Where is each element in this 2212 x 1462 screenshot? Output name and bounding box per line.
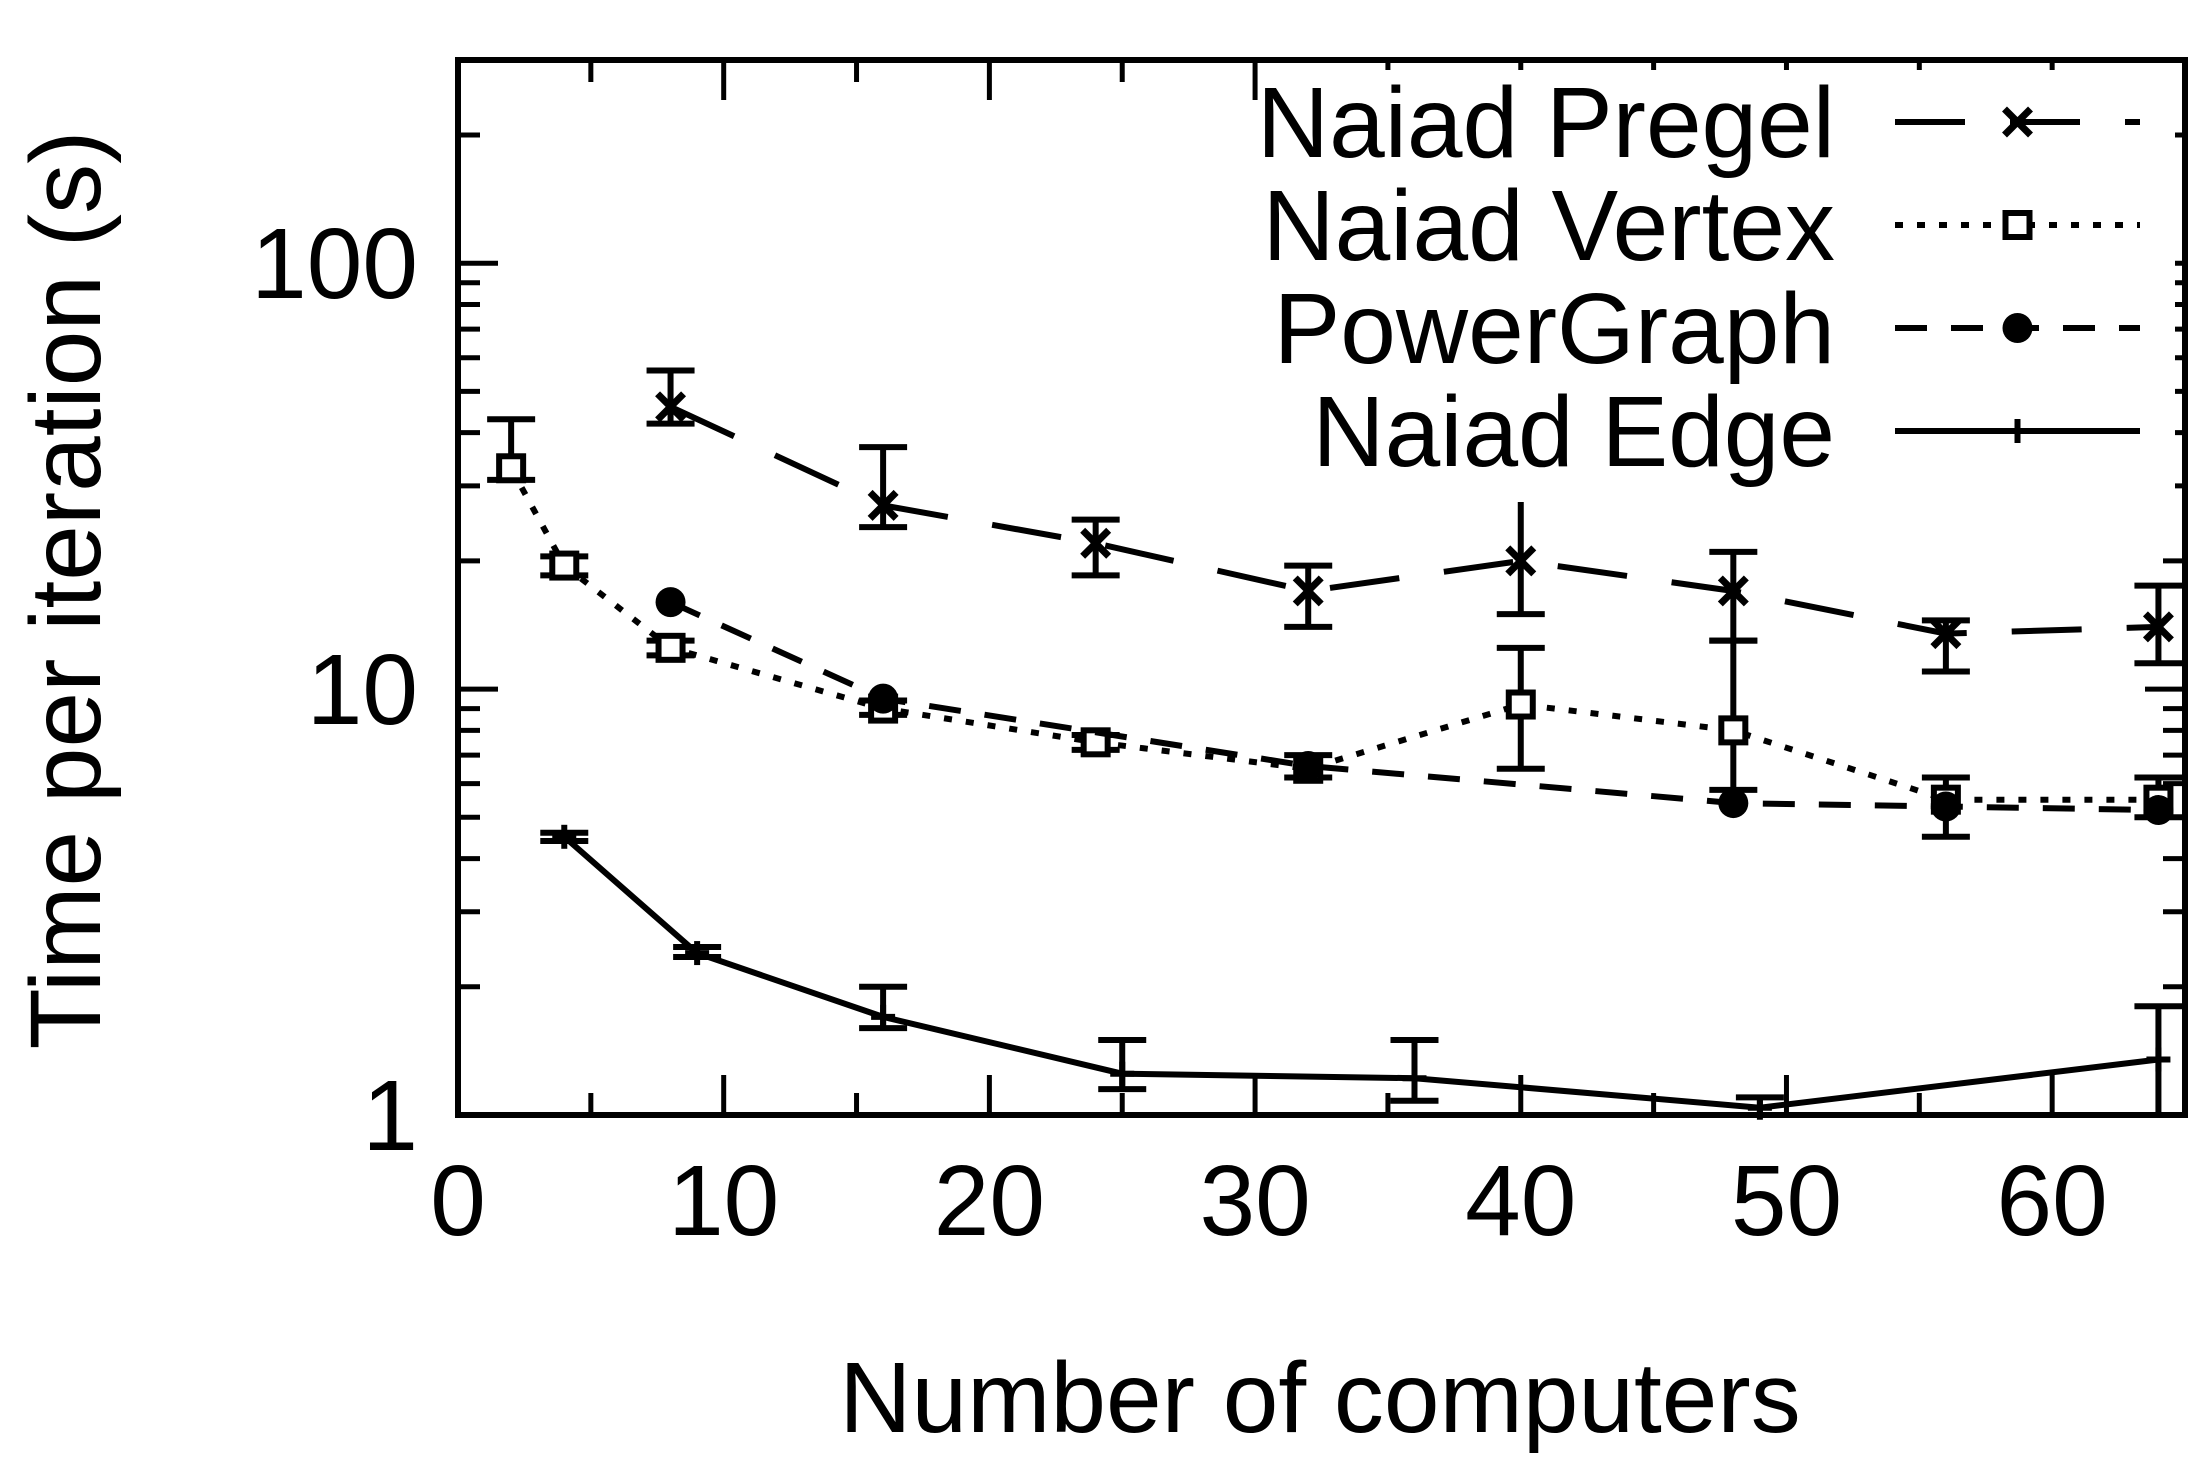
legend-marker — [2002, 313, 2033, 343]
data-point-naiad-vertex — [549, 550, 580, 581]
error-bar-naiad-pregel — [646, 367, 695, 427]
data-point-naiad-pregel — [1080, 527, 1112, 559]
legend-label: Naiad Vertex — [1262, 170, 1835, 282]
data-point-naiad-vertex — [655, 632, 686, 663]
x-axis-label: Number of computers — [839, 1342, 1800, 1454]
error-bar-naiad-pregel — [1709, 548, 1758, 644]
data-point-naiad-edge — [2146, 1047, 2171, 1072]
legend-entry-powergraph: PowerGraph — [1274, 273, 2140, 385]
legend-marker — [2002, 106, 2033, 138]
legend-marker — [2005, 419, 2030, 443]
series-line-naiad-vertex — [508, 466, 2159, 803]
data-point-naiad-vertex — [1718, 715, 1749, 746]
x-tick-label: 50 — [1731, 1145, 1842, 1257]
plot-frame — [455, 57, 2188, 1118]
error-bar-naiad-pregel — [1284, 562, 1333, 630]
data-point-naiad-edge — [871, 1004, 896, 1029]
y-tick-label: 100 — [251, 208, 418, 320]
data-point-naiad-pregel — [1930, 618, 1962, 650]
y-axis-label: Time per iteration (s) — [10, 131, 122, 1050]
data-point-naiad-edge — [1110, 1061, 1135, 1086]
error-bar-naiad-vertex — [1709, 637, 1758, 793]
legend-label: Naiad Edge — [1312, 376, 1835, 488]
x-tick-label: 40 — [1465, 1145, 1576, 1257]
series-line-naiad-edge — [562, 834, 2159, 1111]
x-tick-label: 60 — [1997, 1145, 2108, 1257]
data-point-naiad-edge — [685, 941, 710, 966]
x-tick-label: 30 — [1199, 1145, 1310, 1257]
data-point-naiad-pregel — [1292, 575, 1324, 607]
data-point-powergraph — [868, 683, 899, 714]
legend-entry-naiad-edge: Naiad Edge — [1312, 376, 2140, 488]
error-bar-naiad-pregel — [859, 444, 908, 531]
data-point-powergraph — [2143, 795, 2174, 826]
series-line-naiad-pregel — [669, 404, 2159, 637]
x-tick-label: 20 — [934, 1145, 1045, 1257]
legend-label: PowerGraph — [1274, 273, 1835, 385]
error-bar-naiad-pregel — [1496, 482, 1545, 618]
data-point-powergraph — [1293, 750, 1324, 781]
data-point-naiad-pregel — [1505, 545, 1537, 577]
data-point-powergraph — [1718, 788, 1749, 819]
data-point-naiad-pregel — [655, 391, 687, 423]
data-point-naiad-edge — [552, 824, 577, 849]
data-point-powergraph — [655, 587, 686, 618]
data-point-naiad-edge — [1402, 1066, 1427, 1091]
legend-entry-naiad-pregel: Naiad Pregel — [1257, 67, 2140, 179]
legend-marker — [2002, 210, 2033, 240]
x-tick-label: 0 — [430, 1145, 486, 1257]
x-tick-label: 10 — [668, 1145, 779, 1257]
y-tick-label: 10 — [307, 634, 418, 746]
data-point-naiad-vertex — [496, 453, 527, 484]
data-point-naiad-pregel — [2142, 611, 2174, 643]
legend-label: Naiad Pregel — [1257, 67, 1835, 179]
data-point-powergraph — [1930, 791, 1961, 822]
data-point-naiad-pregel — [867, 489, 899, 521]
data-point-naiad-vertex — [1505, 689, 1536, 720]
y-tick-label: 1 — [362, 1060, 418, 1172]
series-line-powergraph — [669, 599, 2159, 814]
legend-entry-naiad-vertex: Naiad Vertex — [1262, 170, 2140, 282]
data-point-naiad-pregel — [1717, 575, 1749, 607]
